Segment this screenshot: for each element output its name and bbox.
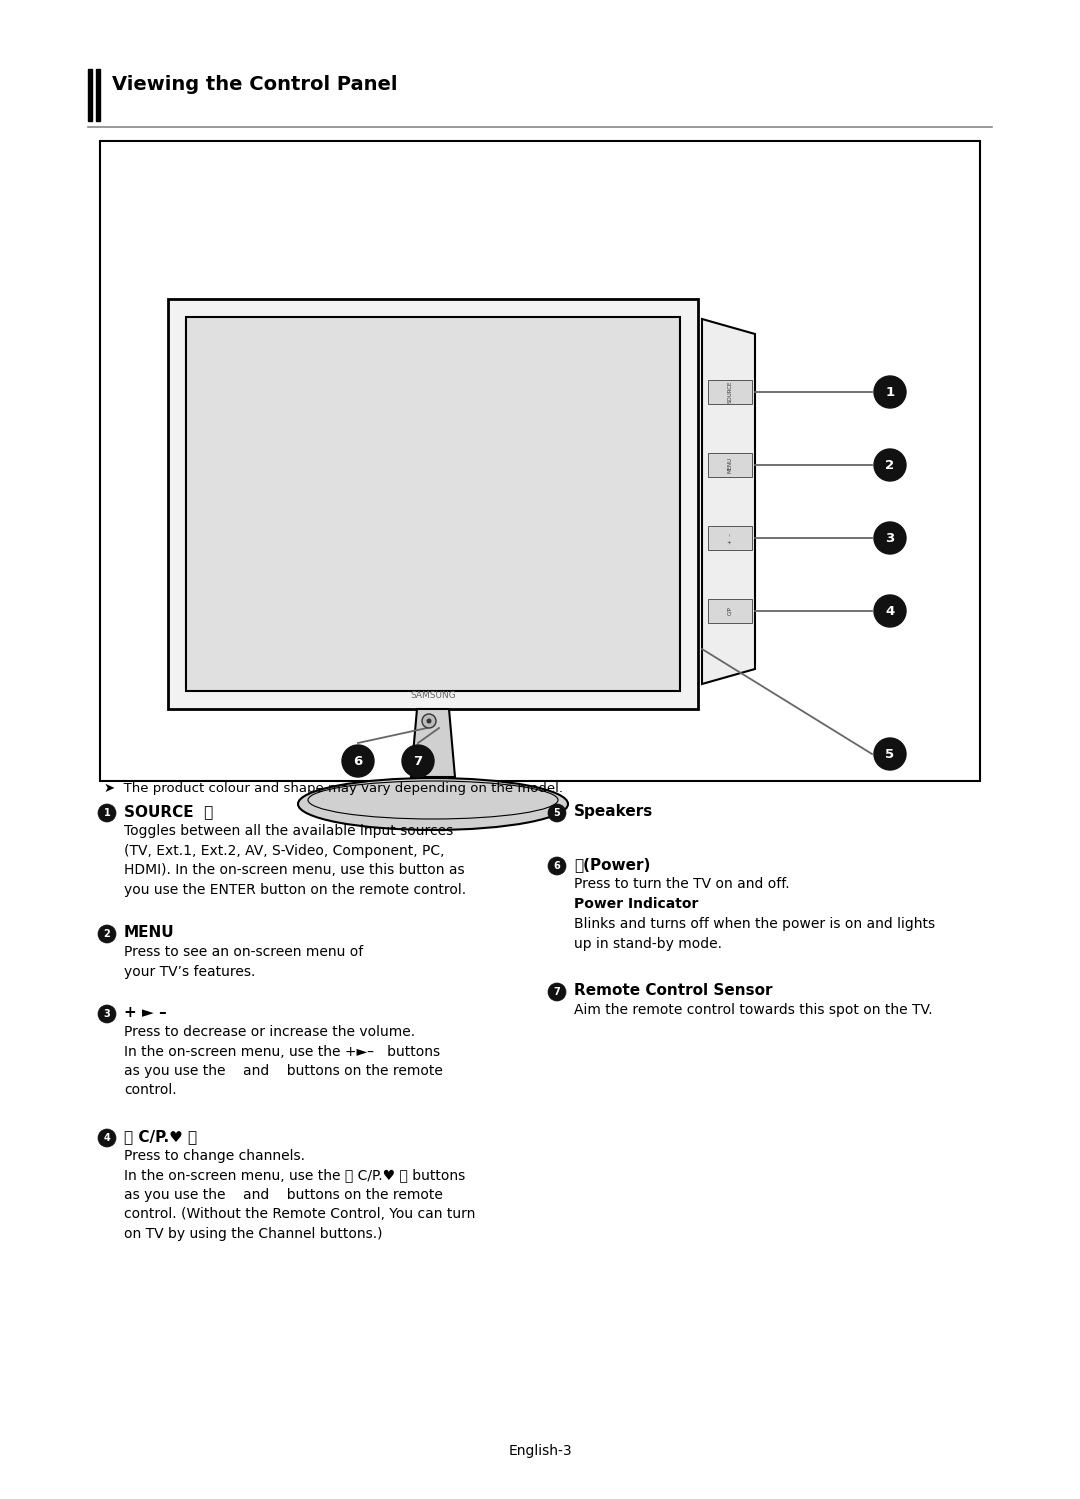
Circle shape: [98, 1129, 116, 1147]
Text: 1: 1: [104, 808, 110, 818]
Text: Speakers: Speakers: [573, 803, 653, 818]
Bar: [96, 69, 100, 121]
Circle shape: [874, 450, 906, 481]
Text: 3: 3: [886, 532, 894, 544]
Text: Press to change channels.
In the on-screen menu, use the 〈 C/P.♥ 〉 buttons
as yo: Press to change channels. In the on-scre…: [124, 1150, 475, 1241]
Circle shape: [548, 983, 566, 1001]
Circle shape: [874, 738, 906, 770]
Text: 5: 5: [886, 748, 894, 760]
Bar: [87, 69, 92, 121]
Text: +  –: + –: [728, 532, 732, 544]
Circle shape: [98, 925, 116, 943]
Text: 1: 1: [886, 385, 894, 399]
Text: Press to see an on-screen menu of
your TV’s features.: Press to see an on-screen menu of your T…: [124, 944, 363, 979]
Text: 5: 5: [554, 808, 561, 818]
Text: 7: 7: [414, 754, 422, 767]
Bar: [708, 381, 752, 405]
Text: English-3: English-3: [509, 1444, 571, 1459]
Text: Aim the remote control towards this spot on the TV.: Aim the remote control towards this spot…: [573, 1003, 933, 1016]
Bar: [708, 526, 752, 550]
Text: 6: 6: [353, 754, 363, 767]
Text: 2: 2: [104, 929, 110, 938]
Circle shape: [548, 803, 566, 821]
Circle shape: [874, 595, 906, 627]
Text: ➤  The product colour and shape may vary depending on the model.: ➤ The product colour and shape may vary …: [104, 782, 563, 794]
Circle shape: [874, 376, 906, 408]
Text: C/P: C/P: [728, 607, 732, 616]
Circle shape: [98, 803, 116, 821]
Text: 6: 6: [554, 860, 561, 871]
Polygon shape: [411, 709, 455, 776]
Text: Remote Control Sensor: Remote Control Sensor: [573, 983, 772, 998]
Text: + ► –: + ► –: [124, 1004, 166, 1019]
Circle shape: [548, 857, 566, 875]
Text: 2: 2: [886, 459, 894, 472]
Text: SAMSUNG: SAMSUNG: [410, 691, 456, 700]
Bar: [708, 600, 752, 624]
Bar: [708, 453, 752, 477]
Bar: [168, 298, 698, 709]
Text: 7: 7: [554, 986, 561, 997]
Bar: [100, 141, 980, 781]
Text: Viewing the Control Panel: Viewing the Control Panel: [112, 75, 397, 93]
Text: MENU: MENU: [728, 457, 732, 474]
Text: ⏻(Power): ⏻(Power): [573, 857, 650, 872]
Text: MENU: MENU: [124, 925, 175, 940]
Bar: [186, 316, 680, 691]
Circle shape: [422, 714, 436, 729]
Text: SOURCE: SOURCE: [728, 381, 732, 403]
Text: 3: 3: [104, 1009, 110, 1019]
Text: Toggles between all the available input sources
(TV, Ext.1, Ext.2, AV, S-Video, : Toggles between all the available input …: [124, 824, 467, 896]
Text: 4: 4: [886, 604, 894, 618]
Circle shape: [402, 745, 434, 776]
Text: SOURCE  ⭳: SOURCE ⭳: [124, 803, 213, 818]
Circle shape: [98, 1004, 116, 1022]
Circle shape: [874, 522, 906, 555]
Ellipse shape: [298, 778, 568, 830]
Text: 〈 C/P.♥ 〉: 〈 C/P.♥ 〉: [124, 1129, 198, 1144]
Circle shape: [342, 745, 374, 776]
Circle shape: [427, 718, 432, 724]
Text: Press to turn the TV on and off.: Press to turn the TV on and off.: [573, 877, 789, 890]
Text: Press to decrease or increase the volume.
In the on-screen menu, use the +►–   b: Press to decrease or increase the volume…: [124, 1025, 443, 1097]
Polygon shape: [702, 319, 755, 684]
Text: 4: 4: [104, 1133, 110, 1144]
Text: Blinks and turns off when the power is on and lights
up in stand-by mode.: Blinks and turns off when the power is o…: [573, 917, 935, 950]
Text: Power Indicator: Power Indicator: [573, 896, 699, 911]
